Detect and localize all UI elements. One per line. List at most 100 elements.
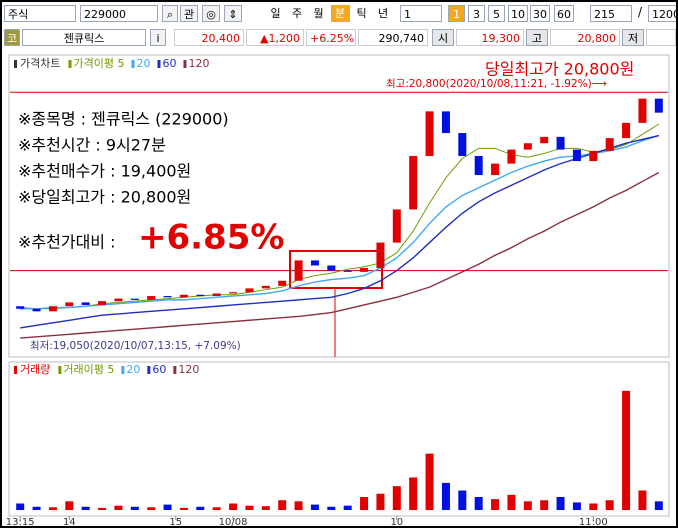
market-badge: 코 — [4, 29, 20, 46]
info-line: ※추천매수가 : 19,400원 — [18, 162, 191, 181]
legend-label: 가격이평 5 — [73, 57, 124, 70]
volume-bar — [98, 507, 107, 510]
candle — [261, 285, 270, 289]
info-line: ※종목명 : 젠큐릭스 (229000) — [18, 110, 229, 129]
interval-select[interactable]: 1 — [400, 5, 442, 22]
max-count: 1200 — [648, 5, 676, 22]
interval-button[interactable]: 1 — [448, 5, 465, 22]
info-line: ※당일최고가 : 20,800원 — [18, 188, 191, 207]
candle — [409, 155, 418, 210]
period-button[interactable]: 일 — [266, 5, 285, 22]
candle — [343, 270, 352, 272]
candle — [48, 306, 57, 312]
low — [646, 29, 676, 46]
period-button[interactable]: 월 — [309, 5, 328, 22]
candle — [294, 260, 303, 281]
search-button[interactable]: ⌕ — [162, 5, 178, 22]
volume-panel — [8, 361, 670, 517]
volume-bar — [572, 502, 581, 510]
legend-swatch — [14, 60, 17, 68]
candle — [589, 150, 598, 162]
period-button[interactable]: 틱 — [352, 5, 371, 22]
candle — [491, 163, 500, 176]
x-tick-label: 13:15 — [6, 517, 35, 528]
volume-bar — [114, 505, 123, 510]
legend-swatch — [147, 366, 151, 374]
volume-bar — [261, 506, 270, 510]
volume-bar — [48, 507, 57, 510]
volume-bar — [654, 501, 663, 510]
candle — [556, 136, 565, 150]
high-label: 고 — [526, 29, 548, 46]
info-button[interactable]: i — [150, 29, 166, 46]
interval-button[interactable]: 10 — [508, 5, 528, 22]
period-button[interactable]: 년 — [373, 5, 393, 22]
volume-bar — [491, 499, 500, 510]
x-tick-label: 11:00 — [579, 517, 608, 528]
volume-bar — [523, 501, 532, 510]
ratio-value: +6.85% — [138, 218, 284, 258]
ratio-label: ※추천가대비 : — [18, 233, 115, 252]
price: 20,400 — [174, 29, 244, 46]
volume-bar — [16, 503, 25, 510]
volume-bar — [392, 486, 401, 510]
candle — [327, 265, 336, 271]
volume-bar — [327, 506, 336, 510]
code-input[interactable]: 229000 — [80, 5, 158, 22]
legend-label: 60 — [152, 363, 166, 376]
volume-bar — [540, 500, 549, 510]
legend-label: 120 — [178, 363, 199, 376]
volume-bar — [360, 497, 369, 510]
period-button[interactable]: 분 — [330, 5, 350, 22]
icon-button[interactable]: ◎ — [202, 5, 220, 22]
interval-button[interactable]: 60 — [554, 5, 574, 22]
candle — [147, 296, 156, 300]
volume-bar — [376, 493, 385, 510]
watch-button[interactable]: 관 — [180, 5, 198, 22]
volume-bar — [196, 506, 205, 510]
interval-button[interactable]: 30 — [530, 5, 550, 22]
price-panel — [8, 54, 670, 358]
legend-label: 60 — [162, 57, 176, 70]
interval-button[interactable]: 3 — [468, 5, 485, 22]
volume-bar — [179, 507, 188, 510]
volume: 290,740 — [358, 29, 428, 46]
change: ▲1,200 — [246, 29, 304, 46]
candle — [474, 155, 483, 176]
candle — [310, 260, 319, 266]
volume-bar — [556, 497, 565, 510]
x-tick-label: 10 — [390, 517, 403, 528]
legend-title: 거래량 — [20, 363, 50, 376]
volume-bar — [605, 500, 614, 510]
legend-swatch — [173, 366, 177, 374]
volume-bar — [278, 500, 287, 510]
high-note: 당일최고가 20,800원 — [485, 60, 634, 79]
candle — [540, 136, 549, 144]
interval-button[interactable]: 5 — [488, 5, 505, 22]
volume-bar — [65, 501, 74, 510]
moving-average — [20, 134, 660, 310]
candle — [278, 280, 287, 286]
candle — [81, 302, 90, 305]
legend-swatch — [183, 60, 187, 68]
period-button[interactable]: 주 — [287, 5, 307, 22]
volume-bar — [310, 504, 319, 510]
volume-bar — [409, 477, 418, 510]
open: 19,300 — [456, 29, 524, 46]
legend-label: 20 — [126, 363, 140, 376]
volume-bar — [425, 453, 434, 510]
x-tick-label: 15 — [169, 517, 182, 528]
volume-bar — [147, 507, 156, 510]
candle — [622, 122, 631, 139]
candle — [130, 298, 139, 300]
volume-bar — [589, 503, 598, 510]
low-annotation: 최저:19,050(2020/10/07,13:15, +7.09%) — [30, 340, 241, 352]
candle — [114, 298, 123, 302]
count-input[interactable]: 215 — [590, 5, 632, 22]
market-select[interactable]: 주식 — [4, 5, 76, 22]
candle — [32, 308, 41, 312]
candle — [65, 302, 74, 307]
spin-button[interactable]: ⇕ — [224, 5, 242, 22]
volume-bar — [81, 506, 90, 510]
